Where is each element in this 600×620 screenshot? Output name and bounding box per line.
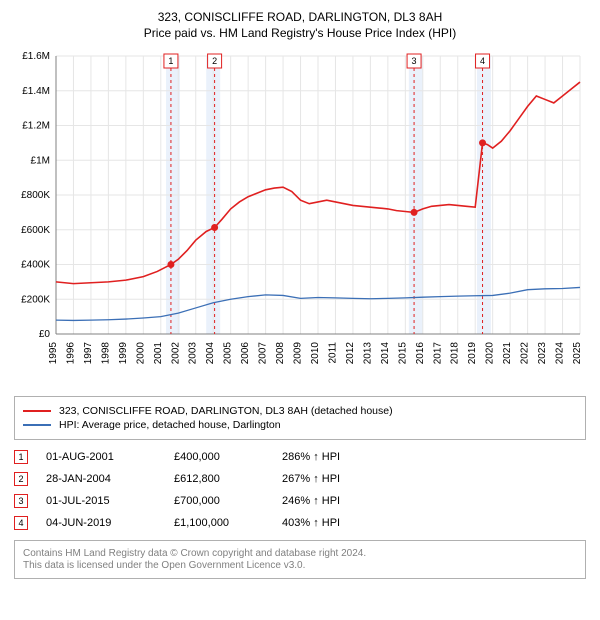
svg-text:2011: 2011 bbox=[327, 342, 338, 364]
sale-events-table: 1 01-AUG-2001 £400,000 286% ↑ HPI 2 28-JAN-20… bbox=[14, 446, 586, 534]
svg-text:£200K: £200K bbox=[21, 294, 50, 305]
svg-text:2018: 2018 bbox=[450, 342, 461, 365]
chart-legend: 323, CONISCLIFFE ROAD, DARLINGTON, DL3 8… bbox=[14, 396, 586, 440]
svg-text:2024: 2024 bbox=[555, 342, 566, 365]
svg-text:2023: 2023 bbox=[537, 342, 548, 365]
event-date: 28-JAN-2004 bbox=[46, 473, 156, 485]
svg-text:2025: 2025 bbox=[572, 342, 583, 365]
event-date: 01-JUL-2015 bbox=[46, 495, 156, 507]
line-chart: £0 £200K £400K £600K £800K £1M £1.2M £1.4M £1.6M… bbox=[8, 46, 592, 386]
svg-text:2003: 2003 bbox=[188, 342, 199, 365]
svg-text:2022: 2022 bbox=[520, 342, 531, 365]
svg-text:£1.2M: £1.2M bbox=[22, 121, 50, 132]
svg-text:1999: 1999 bbox=[118, 342, 129, 365]
svg-text:2010: 2010 bbox=[310, 342, 321, 365]
svg-text:2006: 2006 bbox=[240, 342, 251, 365]
event-marker: 1 bbox=[14, 450, 28, 464]
svg-text:1998: 1998 bbox=[100, 342, 111, 365]
svg-text:£600K: £600K bbox=[21, 225, 50, 236]
event-pct: 246% ↑ HPI bbox=[282, 495, 586, 507]
svg-text:£800K: £800K bbox=[21, 190, 50, 201]
svg-text:2001: 2001 bbox=[153, 342, 164, 365]
svg-text:2019: 2019 bbox=[467, 342, 478, 365]
svg-text:£1M: £1M bbox=[31, 155, 50, 166]
event-price: £700,000 bbox=[174, 495, 264, 507]
svg-text:2017: 2017 bbox=[432, 342, 443, 365]
svg-text:£1.6M: £1.6M bbox=[22, 51, 50, 62]
svg-text:2016: 2016 bbox=[415, 342, 426, 365]
svg-text:2014: 2014 bbox=[380, 342, 391, 365]
svg-text:4: 4 bbox=[480, 56, 485, 66]
legend-swatch bbox=[23, 424, 51, 426]
event-row: 2 28-JAN-2004 £612,800 267% ↑ HPI bbox=[14, 468, 586, 490]
svg-text:2007: 2007 bbox=[258, 342, 269, 365]
chart-svg: £0 £200K £400K £600K £800K £1M £1.2M £1.4M £1.6M… bbox=[8, 46, 592, 386]
event-date: 01-AUG-2001 bbox=[46, 451, 156, 463]
svg-text:1: 1 bbox=[168, 56, 173, 66]
svg-text:£1.4M: £1.4M bbox=[22, 86, 50, 97]
legend-label: 323, CONISCLIFFE ROAD, DARLINGTON, DL3 8… bbox=[59, 405, 393, 417]
event-marker: 3 bbox=[14, 494, 28, 508]
event-pct: 267% ↑ HPI bbox=[282, 473, 586, 485]
event-price: £1,100,000 bbox=[174, 517, 264, 529]
svg-text:3: 3 bbox=[412, 56, 417, 66]
event-row: 4 04-JUN-2019 £1,100,000 403% ↑ HPI bbox=[14, 512, 586, 534]
svg-text:2013: 2013 bbox=[362, 342, 373, 365]
event-marker: 2 bbox=[14, 472, 28, 486]
svg-text:2002: 2002 bbox=[170, 342, 181, 365]
event-marker: 4 bbox=[14, 516, 28, 530]
legend-label: HPI: Average price, detached house, Darl… bbox=[59, 419, 281, 431]
event-pct: 403% ↑ HPI bbox=[282, 517, 586, 529]
svg-text:2015: 2015 bbox=[397, 342, 408, 365]
event-date: 04-JUN-2019 bbox=[46, 517, 156, 529]
svg-text:2000: 2000 bbox=[135, 342, 146, 365]
svg-text:£400K: £400K bbox=[21, 260, 50, 271]
svg-text:1997: 1997 bbox=[83, 342, 94, 365]
svg-text:2012: 2012 bbox=[345, 342, 356, 365]
svg-text:2: 2 bbox=[212, 56, 217, 66]
svg-text:2009: 2009 bbox=[293, 342, 304, 365]
footer-attribution: Contains HM Land Registry data © Crown c… bbox=[14, 540, 586, 579]
chart-titles: 323, CONISCLIFFE ROAD, DARLINGTON, DL3 8… bbox=[8, 10, 592, 40]
footer-line-1: Contains HM Land Registry data © Crown c… bbox=[23, 548, 577, 559]
chart-container: 323, CONISCLIFFE ROAD, DARLINGTON, DL3 8… bbox=[0, 0, 600, 593]
svg-text:2005: 2005 bbox=[223, 342, 234, 365]
svg-text:2008: 2008 bbox=[275, 342, 286, 365]
legend-swatch bbox=[23, 410, 51, 412]
svg-text:2004: 2004 bbox=[205, 342, 216, 365]
svg-text:1996: 1996 bbox=[65, 342, 76, 365]
svg-text:£0: £0 bbox=[39, 329, 51, 340]
event-row: 1 01-AUG-2001 £400,000 286% ↑ HPI bbox=[14, 446, 586, 468]
svg-text:1995: 1995 bbox=[48, 342, 59, 365]
event-price: £612,800 bbox=[174, 473, 264, 485]
svg-text:2021: 2021 bbox=[502, 342, 513, 365]
event-price: £400,000 bbox=[174, 451, 264, 463]
footer-line-2: This data is licensed under the Open Gov… bbox=[23, 560, 577, 571]
title-line-1: 323, CONISCLIFFE ROAD, DARLINGTON, DL3 8… bbox=[8, 10, 592, 24]
legend-item: 323, CONISCLIFFE ROAD, DARLINGTON, DL3 8… bbox=[23, 405, 577, 417]
svg-text:2020: 2020 bbox=[485, 342, 496, 365]
event-pct: 286% ↑ HPI bbox=[282, 451, 586, 463]
event-row: 3 01-JUL-2015 £700,000 246% ↑ HPI bbox=[14, 490, 586, 512]
title-line-2: Price paid vs. HM Land Registry's House … bbox=[8, 26, 592, 40]
legend-item: HPI: Average price, detached house, Darl… bbox=[23, 419, 577, 431]
